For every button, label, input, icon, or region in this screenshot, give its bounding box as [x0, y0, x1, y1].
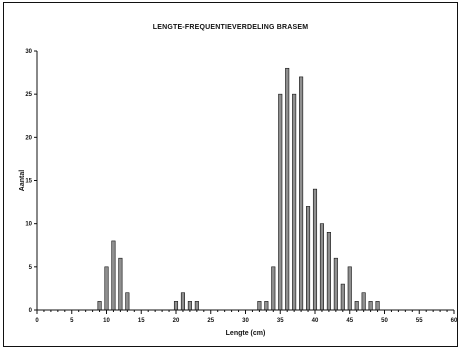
x-tick-label: 10 — [103, 318, 110, 324]
bar — [97, 301, 102, 311]
bar — [299, 76, 304, 311]
y-tick-label: 15 — [25, 179, 32, 185]
bar — [187, 301, 192, 311]
x-tick-label: 45 — [346, 318, 353, 324]
x-tick-label: 0 — [35, 318, 39, 324]
x-axis-title: Lengte (cm) — [226, 330, 266, 337]
bar — [319, 223, 324, 311]
chart-frame — [3, 2, 458, 347]
x-tick-label: 50 — [381, 318, 388, 324]
bar — [264, 301, 269, 311]
bar — [312, 188, 318, 311]
bar — [180, 292, 185, 311]
bar — [306, 206, 311, 311]
bar — [361, 292, 366, 311]
y-tick-label: 0 — [29, 308, 33, 314]
x-tick-label: 25 — [207, 318, 214, 324]
x-tick-label: 60 — [451, 318, 458, 324]
bar — [292, 93, 297, 311]
bar — [125, 292, 130, 311]
bar — [375, 301, 380, 311]
bar — [104, 266, 109, 311]
x-tick-label: 35 — [277, 318, 284, 324]
bar — [326, 232, 331, 311]
chart-title: LENGTE-FREQUENTIEVERDELING BRASEM — [152, 24, 309, 31]
x-tick-label: 40 — [312, 318, 319, 324]
y-axis-title: Aantal — [19, 170, 26, 191]
bar — [118, 257, 123, 311]
y-tick-label: 5 — [29, 265, 33, 271]
bar — [271, 266, 276, 311]
bar — [368, 301, 373, 311]
y-tick-label: 10 — [25, 222, 32, 228]
x-tick-label: 20 — [173, 318, 180, 324]
bar — [278, 93, 283, 311]
x-tick-label: 55 — [416, 318, 423, 324]
y-ticks: 0 5 10 15 20 25 30 — [25, 49, 37, 314]
bar — [194, 301, 199, 311]
y-tick-label: 25 — [25, 92, 32, 98]
bar — [285, 67, 290, 311]
bar — [257, 301, 262, 311]
bar — [173, 301, 179, 311]
bar — [340, 283, 345, 311]
bar — [111, 240, 116, 311]
bar — [333, 257, 338, 311]
y-tick-label: 20 — [25, 135, 32, 141]
x-tick-label: 15 — [138, 318, 145, 324]
y-tick-label: 30 — [25, 49, 32, 55]
x-tick-label: 30 — [242, 318, 249, 324]
x-tick-label: 5 — [70, 318, 74, 324]
bar — [347, 266, 352, 311]
bars-group — [97, 67, 380, 311]
x-ticks: 0 5 10 15 20 25 30 35 40 45 50 55 60 — [35, 310, 458, 324]
bar — [354, 301, 359, 311]
